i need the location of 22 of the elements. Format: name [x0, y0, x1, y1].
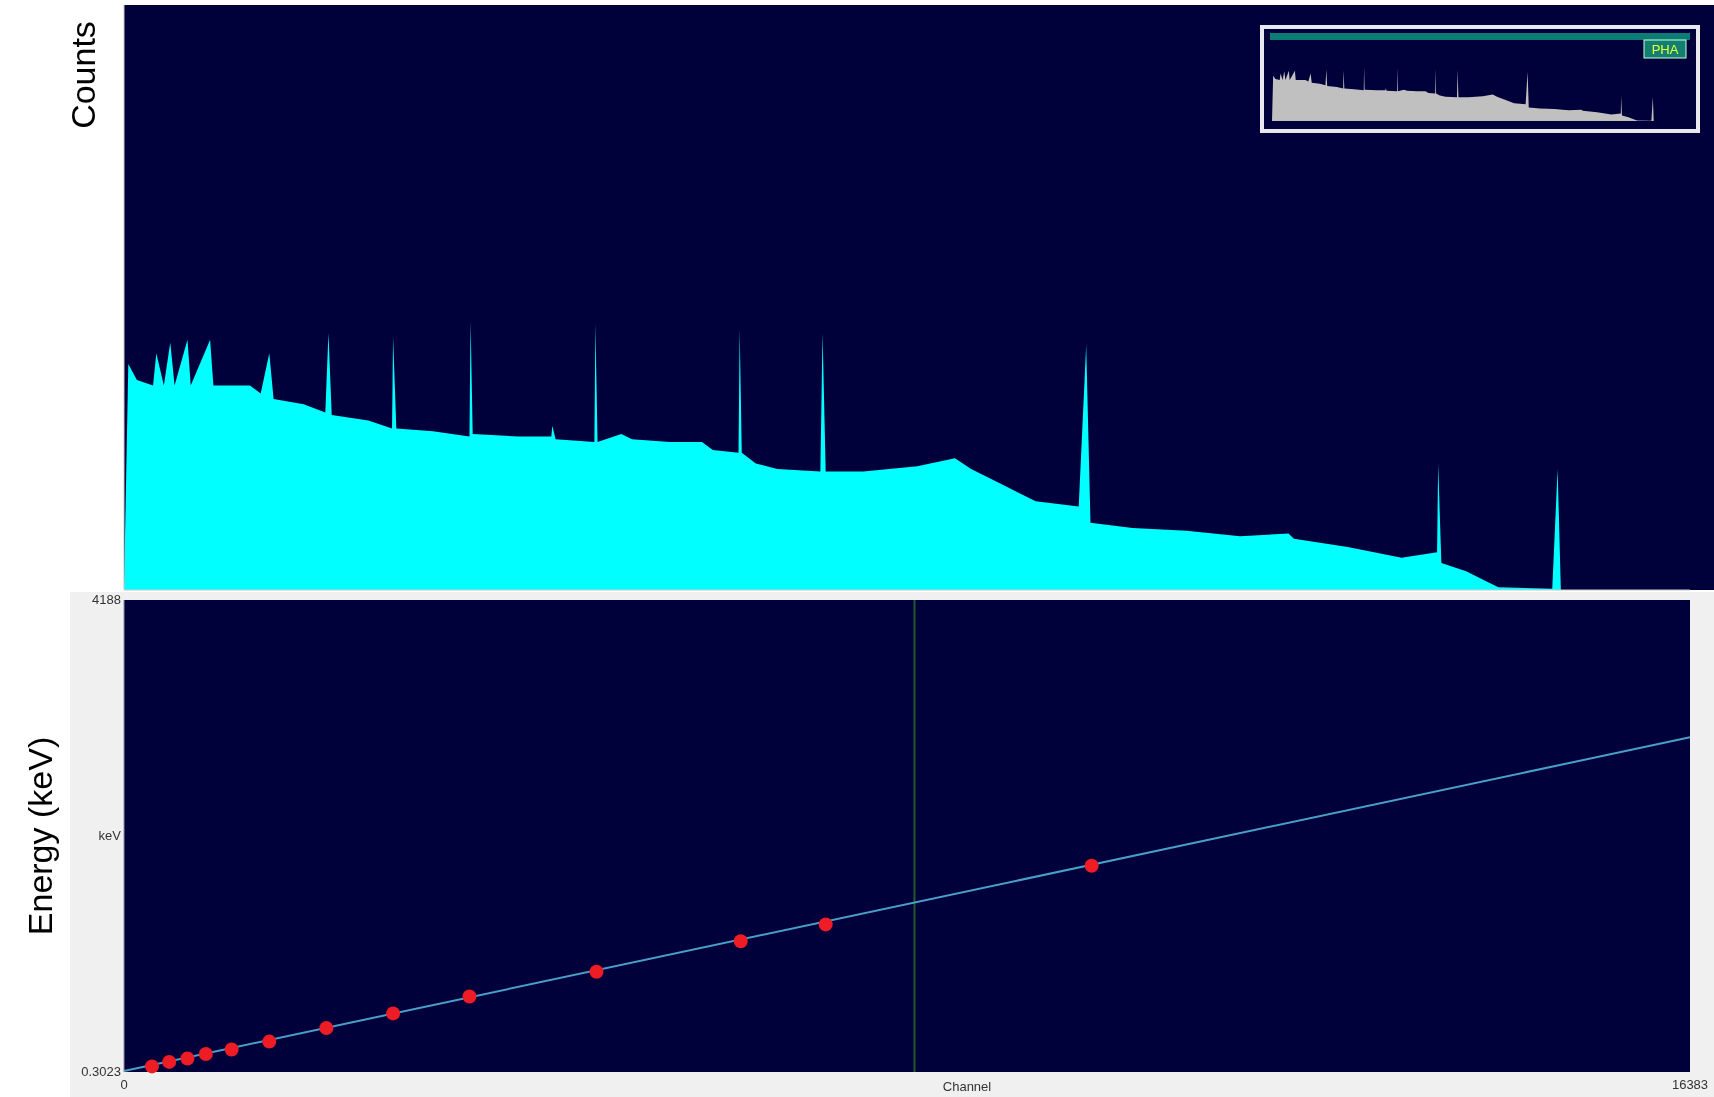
- y-tick-label: 4188: [92, 592, 121, 607]
- text: PHA: [1651, 42, 1679, 57]
- x-axis-title: Channel: [942, 1079, 992, 1094]
- point: [224, 1042, 239, 1057]
- point: [818, 917, 833, 932]
- point: [145, 1059, 160, 1074]
- point: [733, 934, 748, 949]
- point: [262, 1034, 277, 1049]
- point: [462, 989, 477, 1004]
- text: keV: [98, 828, 122, 843]
- x-tick-label: 0: [120, 1077, 128, 1092]
- y-axis-title: Energy (keV): [21, 736, 59, 936]
- point: [180, 1051, 195, 1066]
- point: [319, 1021, 334, 1036]
- x-tick-label: 16383: [1671, 1077, 1709, 1092]
- point: [198, 1047, 213, 1061]
- y-tick-label: 0.3023: [81, 1064, 121, 1079]
- point: [386, 1006, 401, 1021]
- point: [589, 964, 604, 979]
- y-axis-title: Counts: [64, 21, 102, 129]
- point: [162, 1054, 177, 1069]
- point: [1084, 858, 1099, 873]
